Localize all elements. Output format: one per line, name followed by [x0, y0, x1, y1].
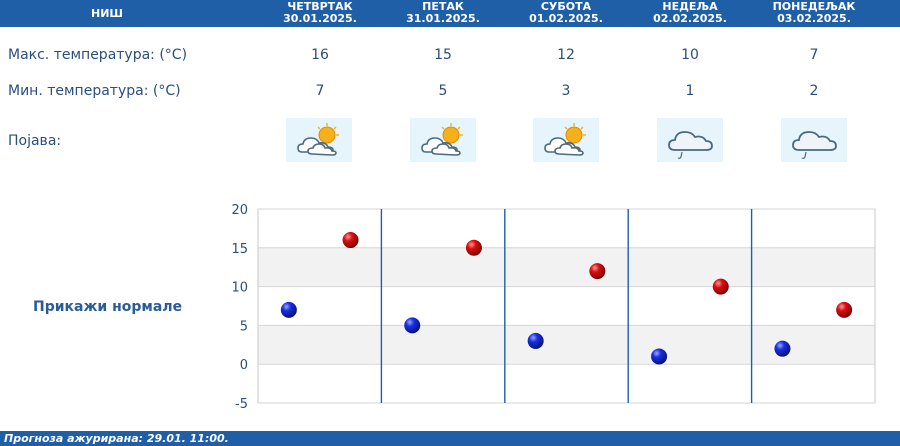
- max-temp-value: 16: [311, 47, 329, 63]
- min-temp-value: 3: [561, 83, 571, 99]
- min-temp-label: Мин. температура: (°C): [8, 83, 181, 99]
- min-temp-point: [280, 301, 297, 318]
- phenomenon-icon-cloud-sun: [286, 118, 352, 162]
- max-temp-point: [342, 232, 359, 249]
- phenomenon-icon-cloud-sun: [410, 118, 476, 162]
- day-header-4: НЕДЕЉА 02.02.2025.: [628, 0, 752, 25]
- plot-band: [258, 247, 875, 287]
- min-temp-value: 7: [315, 83, 325, 99]
- phenomenon-icon-cloud-sun: [533, 118, 599, 162]
- day-date: 01.02.2025.: [529, 12, 603, 25]
- day-date: 02.02.2025.: [653, 12, 727, 25]
- day-name: ПОНЕДЕЉАК: [772, 0, 856, 13]
- day-header-1: ЧЕТВРТАК 30.01.2025.: [258, 0, 382, 25]
- max-temp-value: 12: [557, 47, 575, 63]
- cloud-sun-icon: [410, 118, 476, 162]
- min-temp-point: [774, 340, 791, 357]
- day-header-3: СУБОТА 01.02.2025.: [504, 0, 628, 25]
- phenomenon-icon-cloud-drizzle: [781, 118, 847, 162]
- min-temp-point: [651, 348, 668, 365]
- y-tick-label: 0: [240, 358, 248, 373]
- max-temp-point: [712, 278, 729, 295]
- show-normals-link[interactable]: Прикажи нормале: [33, 299, 183, 315]
- y-tick-label: 10: [231, 281, 248, 296]
- day-name: СУБОТА: [540, 0, 592, 13]
- y-tick-label: 20: [231, 203, 248, 218]
- day-name: ЧЕТВРТАК: [287, 0, 353, 13]
- day-date: 30.01.2025.: [283, 12, 357, 25]
- min-temp-point: [404, 317, 421, 334]
- max-temp-value: 10: [681, 47, 699, 63]
- cloud-sun-icon: [533, 118, 599, 162]
- city-name: НИШ: [90, 7, 123, 20]
- max-temp-value: 7: [809, 47, 819, 63]
- min-temp-value: 5: [438, 83, 448, 99]
- min-temp-value: 1: [685, 83, 695, 99]
- forecast-header: НИШ ЧЕТВРТАК 30.01.2025. ПЕТАК 31.01.202…: [0, 0, 900, 27]
- min-temp-value: 2: [809, 83, 819, 99]
- y-tick-label: -5: [235, 397, 248, 412]
- temperature-chart: 20 15 10 5 0 -5: [231, 203, 876, 412]
- day-name: ПЕТАК: [422, 0, 464, 13]
- phenomenon-icon-cloud-drizzle: [657, 118, 723, 162]
- day-header-2: ПЕТАК 31.01.2025.: [381, 0, 505, 25]
- y-tick-label: 15: [231, 242, 248, 257]
- plot-band: [258, 325, 875, 365]
- max-temp-value: 15: [434, 47, 452, 63]
- cloud-sun-icon: [286, 118, 352, 162]
- max-temp-point: [465, 239, 482, 256]
- min-temp-point: [527, 332, 544, 349]
- forecast-updated-footer: Прогноза ажурирана: 29.01. 11:00.: [0, 431, 900, 446]
- day-name: НЕДЕЉА: [662, 0, 718, 13]
- max-temp-label: Макс. температура: (°C): [8, 47, 188, 63]
- max-temp-point: [836, 301, 853, 318]
- y-tick-label: 5: [240, 319, 248, 334]
- max-temp-point: [589, 263, 606, 280]
- cloud-drizzle-icon: [781, 118, 847, 162]
- day-header-5: ПОНЕДЕЉАК 03.02.2025.: [752, 0, 876, 25]
- updated-text: Прогноза ажурирана: 29.01. 11:00.: [4, 432, 229, 445]
- cloud-drizzle-icon: [657, 118, 723, 162]
- day-date: 31.01.2025.: [406, 12, 480, 25]
- phenomenon-label: Појава:: [8, 133, 62, 149]
- day-date: 03.02.2025.: [777, 12, 851, 25]
